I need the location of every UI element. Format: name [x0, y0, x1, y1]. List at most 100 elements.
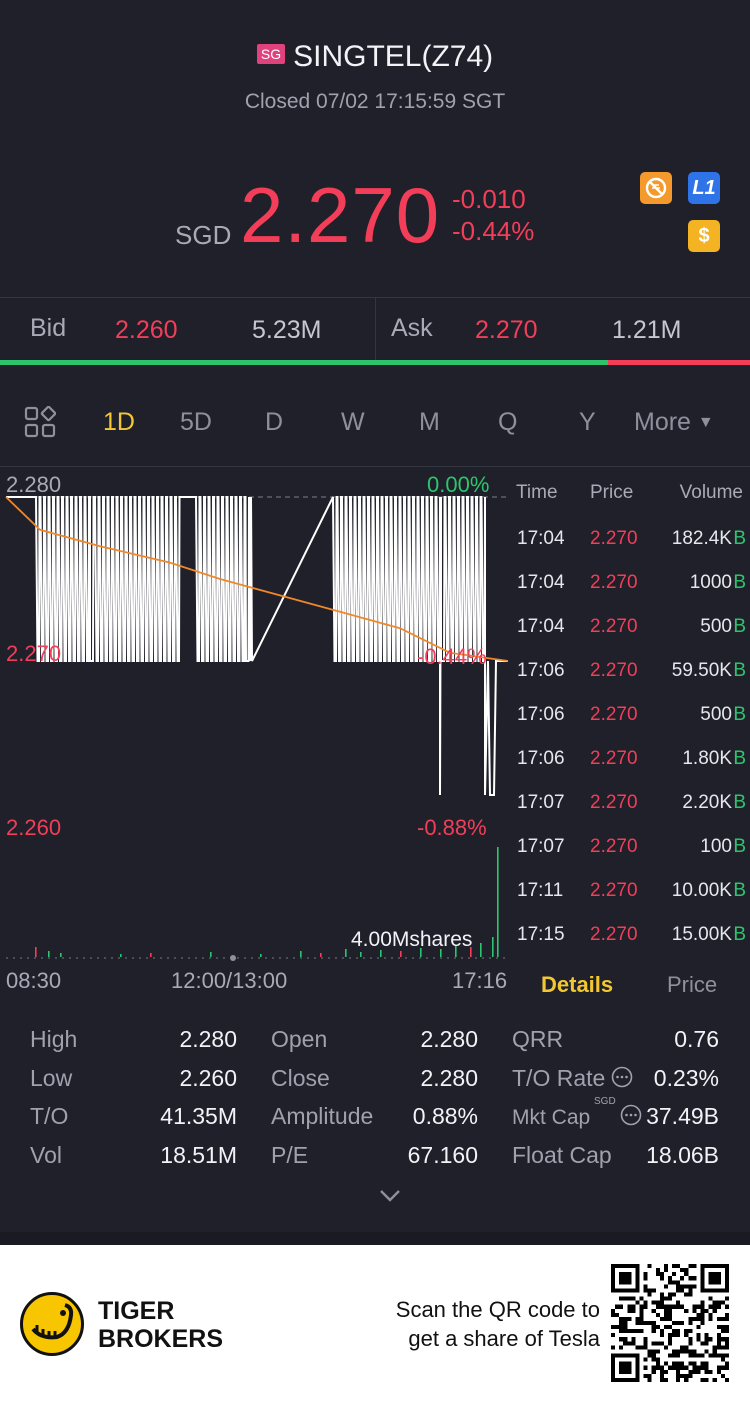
- trade-side: B: [733, 528, 746, 549]
- trade-side: B: [733, 880, 746, 901]
- more-menu[interactable]: More ▼: [634, 408, 714, 437]
- stat-label-float-cap: Float Cap: [512, 1142, 612, 1168]
- trade-price: 2.270: [590, 660, 638, 681]
- tab-m[interactable]: M: [419, 408, 440, 436]
- bid-ask-panel: Bid 2.260 5.23M Ask 2.270 1.21M: [0, 297, 750, 367]
- trade-side: B: [733, 748, 746, 769]
- volume-bar: [210, 952, 212, 957]
- volume-bar: [300, 951, 302, 957]
- stat-label-qrr: QRR: [512, 1026, 564, 1052]
- trade-time: 17:04: [517, 572, 565, 593]
- volume-bar: [120, 954, 122, 957]
- stat-value-amplitude: 0.88%: [412, 1103, 478, 1129]
- stat-value-mkt-cap: 37.49B: [646, 1103, 719, 1129]
- no-trading-icon[interactable]: [640, 172, 672, 204]
- ask-ratio-bar: [608, 360, 750, 365]
- stat-label-mkt-cap: Mkt Cap: [512, 1106, 591, 1129]
- chevron-down-icon[interactable]: [378, 1188, 402, 1209]
- ask-volume: 1.21M: [612, 316, 682, 344]
- volume-scale-label: 4.00Mshares: [351, 928, 473, 951]
- trade-time: 17:06: [517, 704, 565, 725]
- volume-bar: [360, 952, 362, 957]
- stat-value-turnover: 41.35M: [160, 1103, 237, 1129]
- brand-name-line2: BROKERS: [98, 1325, 224, 1353]
- stat-value-float-cap: 18.06B: [646, 1142, 719, 1168]
- trade-volume: 10.00K: [671, 880, 732, 901]
- stat-label-volume: Vol: [30, 1142, 62, 1168]
- tab-y[interactable]: Y: [579, 408, 596, 436]
- ask-price: 2.270: [475, 316, 538, 344]
- tiger-logo: [20, 1292, 84, 1356]
- tab-5d[interactable]: 5D: [180, 408, 212, 436]
- volume-bar: [345, 949, 347, 957]
- volume-bar: [480, 943, 482, 957]
- stock-title: SG SINGTEL(Z74): [0, 40, 750, 74]
- trades-header-time: Time: [516, 482, 558, 503]
- trade-price: 2.270: [590, 748, 638, 769]
- stat-value-open: 2.280: [420, 1026, 478, 1052]
- intraday-chart[interactable]: [0, 470, 512, 970]
- trade-price: 2.270: [590, 836, 638, 857]
- grid-layout-icon[interactable]: [24, 405, 57, 443]
- trade-volume: 182.4K: [671, 528, 732, 549]
- stat-label-turnover-rate: T/O Rate: [512, 1065, 606, 1091]
- dollar-icon[interactable]: $: [688, 220, 720, 252]
- info-icon[interactable]: [620, 1104, 642, 1131]
- volume-bar: [35, 947, 37, 957]
- stat-value-volume: 18.51M: [160, 1142, 237, 1168]
- trade-price: 2.270: [590, 704, 638, 725]
- tab-w[interactable]: W: [341, 408, 365, 436]
- volume-bar: [150, 953, 152, 957]
- tab-q[interactable]: Q: [498, 408, 518, 436]
- trade-volume: 500: [700, 704, 732, 725]
- lunch-break-marker: [230, 955, 236, 961]
- market-badge: SG: [256, 44, 286, 65]
- bid-price: 2.260: [115, 316, 178, 344]
- volume-bar: [455, 945, 457, 957]
- pct-label-mid: -0.44%: [417, 644, 487, 669]
- volume-bar: [497, 847, 499, 957]
- volume-bar: [470, 947, 472, 957]
- currency-label: SGD: [175, 220, 232, 250]
- stat-label-low: Low: [30, 1065, 73, 1091]
- mkt-cap-currency: SGD: [594, 1096, 616, 1107]
- volume-bar: [60, 953, 62, 957]
- volume-bar: [320, 953, 322, 957]
- panel-bottom-edge: [0, 1232, 750, 1245]
- promo-text-line2: get a share of Tesla: [408, 1326, 600, 1351]
- trades-header-price: Price: [590, 482, 634, 503]
- tab-d[interactable]: D: [265, 408, 284, 436]
- time-label-start: 08:30: [6, 968, 62, 993]
- trade-volume: 1000: [689, 572, 732, 593]
- trade-side: B: [733, 704, 746, 725]
- trade-side: B: [733, 572, 746, 593]
- level1-icon[interactable]: L1: [688, 172, 720, 204]
- tab-price[interactable]: Price: [667, 972, 718, 997]
- trade-volume: 15.00K: [671, 924, 732, 945]
- pct-label-bottom: -0.88%: [417, 815, 487, 840]
- info-icon[interactable]: [611, 1066, 633, 1093]
- stat-label-pe: P/E: [271, 1142, 309, 1168]
- trade-time: 17:11: [517, 880, 564, 901]
- qr-code[interactable]: [611, 1264, 729, 1382]
- bid-volume: 5.23M: [252, 316, 322, 344]
- trade-volume: 2.20K: [682, 792, 732, 813]
- price-label-bottom: 2.260: [6, 815, 62, 840]
- volume-bar: [260, 954, 262, 957]
- trade-side: B: [733, 836, 746, 857]
- stat-label-open: Open: [271, 1026, 328, 1052]
- trade-price: 2.270: [590, 528, 638, 549]
- change-absolute: -0.010: [452, 184, 526, 214]
- promo-text-line1: Scan the QR code to: [395, 1297, 600, 1322]
- tab-details[interactable]: Details: [541, 972, 614, 997]
- stat-value-close: 2.280: [420, 1065, 478, 1091]
- time-label-end: 17:16: [452, 968, 508, 993]
- average-price-line: [5, 496, 509, 662]
- trade-side: B: [733, 660, 746, 681]
- trade-volume: 100: [700, 836, 732, 857]
- trade-time: 17:04: [517, 616, 565, 637]
- price-line: [6, 496, 508, 796]
- tab-1d[interactable]: 1D: [103, 408, 135, 436]
- trade-time: 17:04: [517, 528, 565, 549]
- stock-name: SINGTEL(Z74): [293, 40, 494, 73]
